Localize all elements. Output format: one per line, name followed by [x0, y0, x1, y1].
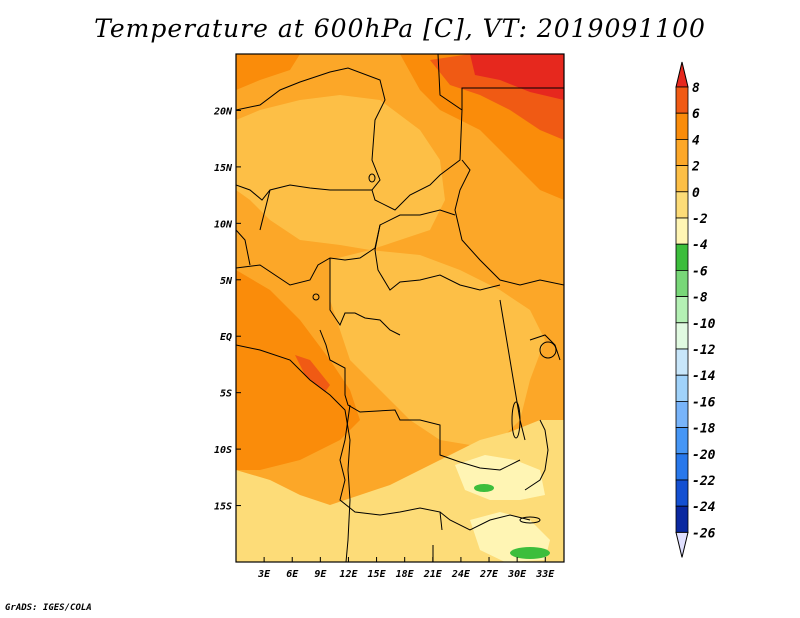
- lat-tick-label: 10S: [214, 445, 232, 456]
- lat-tick-label: 15N: [214, 163, 233, 174]
- lon-tick-label: 15E: [368, 569, 387, 580]
- colorbar-label: -20: [692, 448, 716, 463]
- lake-tanganyika: [511, 401, 521, 439]
- temperature-zone-minus6-to-minus4: [474, 484, 494, 492]
- lat-tick-label: 5S: [220, 389, 232, 400]
- lon-tick-label: 30E: [507, 569, 527, 580]
- lat-tick-label: 15S: [214, 502, 232, 513]
- colorbar-box: [675, 296, 689, 324]
- colorbar-box: [675, 138, 689, 166]
- lon-tick-label: 12E: [339, 569, 358, 580]
- lon-tick-label: 6E: [286, 569, 299, 580]
- colorbar-box: [675, 505, 689, 533]
- colorbar-box: [675, 191, 689, 219]
- lat-tick-label: 20N: [213, 106, 233, 117]
- map-frame: [235, 53, 565, 563]
- colorbar-box: [675, 427, 689, 455]
- lakes: [312, 173, 557, 524]
- colorbar-box: [675, 374, 689, 402]
- temperature-zone-4-to-6-west: [236, 270, 360, 470]
- colorbar-box: [675, 479, 689, 507]
- colorbar-label: -24: [692, 500, 716, 515]
- colorbar-label: -26: [692, 526, 716, 541]
- lat-tick-label: EQ: [220, 332, 232, 343]
- colorbar-label: -18: [692, 422, 716, 437]
- temperature-zone-4-to-6-strip: [236, 54, 300, 90]
- colorbar-box: [675, 269, 689, 297]
- temperature-zone-0-to-2-north: [236, 95, 445, 250]
- lake-victoria: [539, 341, 557, 359]
- lon-tick-label: 18E: [396, 569, 415, 580]
- lat-tick-label: 5N: [220, 276, 233, 287]
- country-borders: [236, 54, 564, 562]
- temperature-zone-minus6-to-minus4-south: [510, 547, 550, 559]
- colorbar: 8 6 4 2 0 -2 -4 -6 -8 -10 -12 -14 -16 -18 -20 -22 -24 -26: [675, 61, 716, 558]
- colorbar-label: 0: [692, 186, 700, 201]
- temperature-zone-6-to-8-coast: [295, 355, 330, 392]
- temperature-zone-0-to-2-central: [330, 250, 545, 445]
- map-title: Temperature at 600hPa [C], VT: 201909110…: [94, 14, 706, 43]
- colorbar-box: [675, 348, 689, 376]
- colorbar-box: [675, 243, 689, 271]
- colorbar-box: [675, 322, 689, 350]
- colorbar-label: -10: [692, 317, 716, 332]
- colorbar-label: 4: [692, 133, 700, 148]
- lon-tick-label: 3E: [257, 569, 271, 580]
- colorbar-label: -12: [692, 343, 716, 358]
- colorbar-label: -8: [692, 291, 708, 306]
- colorbar-top-triangle: [675, 61, 689, 88]
- lon-tick-label: 21E: [423, 569, 443, 580]
- longitude-axis: 3E 6E 9E 12E 15E 18E 21E 24E 27E 30E 33E: [257, 557, 555, 580]
- colorbar-label: -4: [692, 238, 708, 253]
- lon-tick-label: 33E: [535, 569, 555, 580]
- lake-kariba: [519, 516, 541, 524]
- colorbar-label: -6: [692, 264, 708, 279]
- colorbar-box: [675, 86, 689, 114]
- grads-credit: GrADS: IGES/COLA: [5, 603, 92, 613]
- colorbar-box: [675, 400, 689, 428]
- lon-tick-label: 27E: [479, 569, 499, 580]
- colorbar-box: [675, 453, 689, 481]
- lat-tick-label: 10N: [214, 219, 233, 230]
- lon-tick-label: 24E: [451, 569, 471, 580]
- colorbar-bottom-triangle: [675, 531, 689, 558]
- colorbar-label: 8: [692, 81, 700, 96]
- colorbar-label: 6: [692, 107, 700, 122]
- latitude-axis: 20N 15N 10N 5N EQ 5S 10S 15S: [213, 106, 241, 513]
- lon-tick-label: 9E: [314, 569, 327, 580]
- colorbar-label: -16: [692, 395, 716, 410]
- temperature-field: [236, 54, 564, 562]
- lake-chad: [368, 173, 376, 183]
- colorbar-label: 2: [691, 160, 700, 175]
- colorbar-label: -2: [692, 212, 708, 227]
- colorbar-box: [675, 112, 689, 140]
- colorbar-label: -14: [692, 369, 716, 384]
- colorbar-box: [675, 217, 689, 245]
- colorbar-box: [675, 165, 689, 193]
- bioko-island: [312, 293, 320, 301]
- colorbar-label: -22: [692, 474, 716, 489]
